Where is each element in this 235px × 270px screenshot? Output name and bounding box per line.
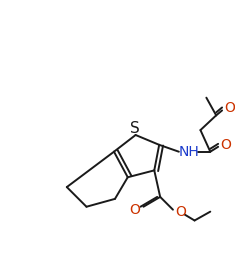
Text: O: O xyxy=(129,203,140,217)
Text: S: S xyxy=(130,121,140,136)
Text: O: O xyxy=(221,138,231,152)
Text: O: O xyxy=(224,102,235,116)
Text: O: O xyxy=(175,205,186,219)
Text: NH: NH xyxy=(178,145,199,159)
